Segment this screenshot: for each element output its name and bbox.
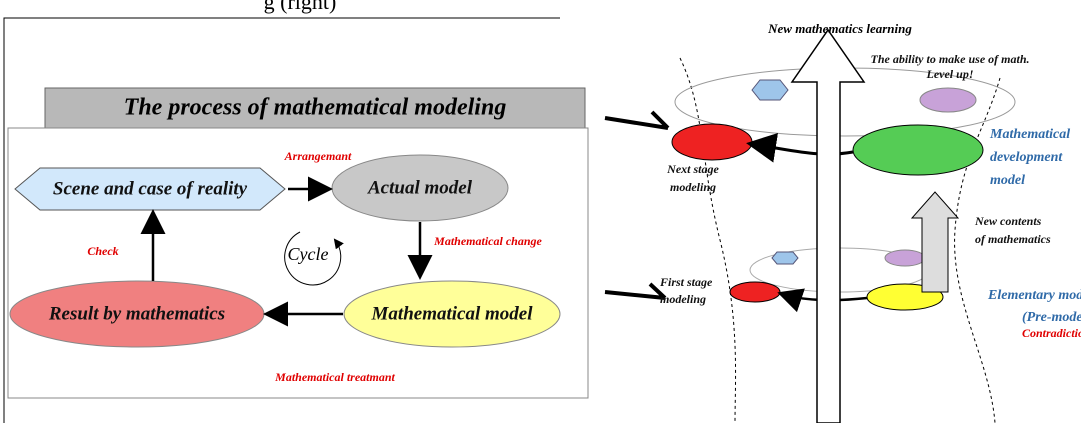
hexagon-icon [751,79,789,101]
link-arrow [604,282,667,300]
top-label: New mathematics learning [767,21,912,36]
node-label: Result by mathematics [48,303,225,324]
new-contents-line: New contents [974,214,1042,228]
first-stage-line: First stage [659,275,713,289]
big-up-arrow [790,28,866,423]
ellipse-icon [884,249,926,267]
hexagon-icon [771,251,799,265]
arrows [140,176,433,327]
edge-label: Mathematical treatmant [274,370,395,384]
header-fragment: g (right) [264,0,337,14]
cycle-arrow [284,231,344,286]
edge-label: Mathematical change [433,234,542,248]
elementary-line: Elementary mode [987,288,1081,303]
ellipse-icon [919,87,977,113]
level-arrow [746,132,854,163]
first-stage-ellipse [729,281,781,303]
node-ellipse [343,280,561,348]
first-stage-line: modeling [660,292,706,306]
edge-label: Check [87,244,118,258]
contradiction-label: Contradiction [1022,326,1081,340]
edge-label: Arrangemant [284,149,352,163]
left-title: The process of mathematical modeling [124,95,507,121]
gray-up-arrow [910,191,960,293]
development-line: model [990,173,1025,188]
development-line: development [990,150,1063,165]
new-contents-line: of mathematics [975,232,1051,246]
frame [3,17,560,423]
development-ellipse [852,124,984,176]
node-label: Scene and case of reality [53,178,248,199]
node-hexagon [14,167,286,211]
link-arrow [604,110,670,130]
next-stage-line: modeling [670,180,716,194]
cycle-label: Cycle [288,244,329,264]
level-up-line: The ability to make use of math. [871,52,1030,66]
next-stage-ellipse [671,123,753,161]
next-stage-line: Next stage [666,162,719,176]
elementary-line: (Pre-model) [1022,310,1081,325]
development-line: Mathematical [989,127,1070,142]
level-up-line: Level up! [926,67,974,81]
node-label: Actual model [367,177,473,198]
dashed-boundary [679,57,737,423]
dashed-boundary [954,77,1001,423]
node-label: Mathematical model [371,303,534,324]
